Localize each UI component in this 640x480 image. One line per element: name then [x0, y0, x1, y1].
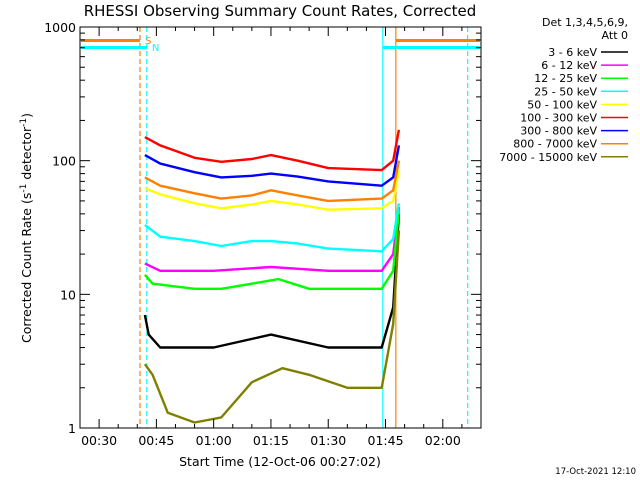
y-axis-label-unit: detector — [19, 126, 34, 184]
series-line — [143, 213, 401, 349]
y-axis-label-exponent: -1 — [19, 118, 29, 127]
x-tick-label: 00:45 — [138, 433, 174, 448]
event-marker-label: N — [152, 43, 159, 54]
legend-label: 12 - 25 keV — [534, 72, 597, 85]
x-tick-label: 01:00 — [196, 433, 232, 448]
legend-label: 300 - 800 keV — [520, 125, 597, 138]
y-axis-label: Corrected Count Rate (s-1 detector-1) — [19, 113, 34, 343]
series-line — [144, 129, 401, 172]
series-line — [144, 206, 401, 272]
night-flag-bar — [81, 46, 147, 49]
series-line — [144, 169, 401, 211]
legend-header-detectors: Det 1,3,4,5,6,9, — [542, 16, 628, 29]
plot-frame — [79, 26, 482, 429]
x-tick-label: 01:15 — [253, 433, 289, 448]
x-axis-label: Start Time (12-Oct-06 00:27:02) — [179, 454, 381, 469]
footer-timestamp: 17-Oct-2021 12:10 — [555, 467, 636, 477]
saa-flag-bar — [81, 39, 140, 42]
legend-label: 800 - 7000 keV — [513, 138, 597, 151]
y-axis-label-exponent: -1 — [19, 184, 29, 193]
y-tick-label: 10 — [60, 287, 76, 302]
x-tick-label: 00:30 — [81, 433, 117, 448]
x-tick-label: 02:00 — [425, 433, 461, 448]
y-tick-label: 1 — [68, 421, 76, 436]
legend-label: 50 - 100 keV — [527, 98, 597, 111]
legend-label: 6 - 12 keV — [541, 59, 597, 72]
saa-flag-bar — [395, 39, 480, 42]
chart-title: RHESSI Observing Summary Count Rates, Co… — [84, 2, 477, 20]
legend-label: 25 - 50 keV — [534, 85, 597, 98]
night-flag-bar — [382, 46, 480, 49]
y-axis-label-end: ) — [19, 113, 34, 118]
series-line — [143, 210, 401, 290]
series-line — [144, 160, 401, 203]
series-line — [144, 203, 401, 253]
legend-header-attenuator: Att 0 — [602, 29, 628, 42]
x-tick-label: 01:45 — [368, 433, 404, 448]
event-marker-label: S — [145, 36, 151, 47]
legend-label: 100 - 300 keV — [520, 112, 597, 125]
y-tick-label: 100 — [52, 154, 76, 169]
x-tick-label: 01:30 — [310, 433, 346, 448]
legend-label: 7000 - 15000 keV — [499, 151, 597, 164]
y-tick-label: 1000 — [44, 20, 76, 35]
y-axis-label-text: Corrected Count Rate (s — [19, 193, 34, 343]
series-line — [143, 230, 401, 424]
series-line — [144, 145, 401, 187]
legend-label: 3 - 6 keV — [548, 46, 597, 59]
